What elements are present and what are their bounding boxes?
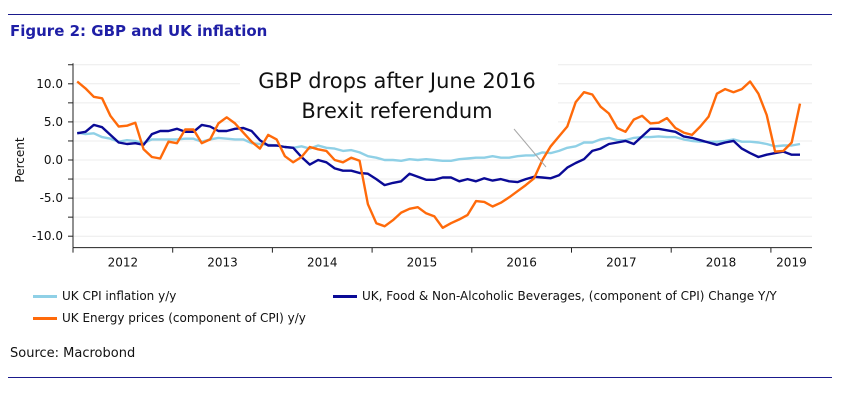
x-tick-label: 2016 bbox=[506, 256, 537, 270]
y-axis-label: Percent bbox=[13, 137, 27, 182]
y-tick-label: 0.0 bbox=[44, 153, 63, 167]
y-tick-label: -5.0 bbox=[40, 191, 63, 205]
line-chart: 10.0 5.0 0.0 -5.0 -10.0 2012 2013 2014 2015 2016 2… bbox=[13, 62, 812, 270]
y-tick-label: 5.0 bbox=[44, 115, 63, 129]
figure-title: Figure 2: GBP and UK inflation bbox=[10, 22, 268, 40]
y-tick-label: -10.0 bbox=[32, 229, 63, 243]
x-tick-label: 2017 bbox=[606, 256, 637, 270]
bottom-rule bbox=[8, 377, 832, 378]
x-tick-label: 2013 bbox=[207, 256, 238, 270]
legend-item-food: UK, Food & Non-Alcoholic Beverages, (com… bbox=[333, 289, 777, 303]
annotation-line-1: GBP drops after June 2016 bbox=[258, 69, 536, 93]
source-note: Source: Macrobond bbox=[10, 346, 136, 361]
series-energy-line bbox=[76, 80, 802, 230]
axes: 10.0 5.0 0.0 -5.0 -10.0 2012 2013 2014 2015 2016 2… bbox=[32, 63, 812, 270]
x-tick-label: 2014 bbox=[307, 256, 338, 270]
annotation-arrow bbox=[513, 128, 547, 168]
legend-item-cpi: UK CPI inflation y/y bbox=[33, 289, 176, 303]
x-tick-label: 2019 bbox=[776, 256, 807, 270]
legend-label-food: UK, Food & Non-Alcoholic Beverages, (com… bbox=[362, 289, 777, 303]
legend-swatch-food bbox=[333, 294, 357, 298]
series-cpi-line bbox=[76, 131, 801, 163]
legend-swatch-cpi bbox=[33, 294, 57, 298]
series-lines bbox=[76, 80, 802, 230]
annotation-line-2: Brexit referendum bbox=[301, 99, 492, 123]
top-rule bbox=[8, 14, 832, 15]
series-food-line bbox=[76, 123, 800, 187]
x-tick-label: 2018 bbox=[706, 256, 737, 270]
x-tick-label: 2012 bbox=[108, 256, 139, 270]
legend-item-energy: UK Energy prices (component of CPI) y/y bbox=[33, 311, 306, 325]
legend-label-energy: UK Energy prices (component of CPI) y/y bbox=[62, 311, 306, 325]
annotation-background bbox=[240, 62, 558, 124]
legend-swatch-energy bbox=[33, 316, 57, 320]
x-tick-label: 2015 bbox=[407, 256, 438, 270]
legend-label-cpi: UK CPI inflation y/y bbox=[62, 289, 177, 303]
y-tick-label: 10.0 bbox=[36, 77, 63, 91]
